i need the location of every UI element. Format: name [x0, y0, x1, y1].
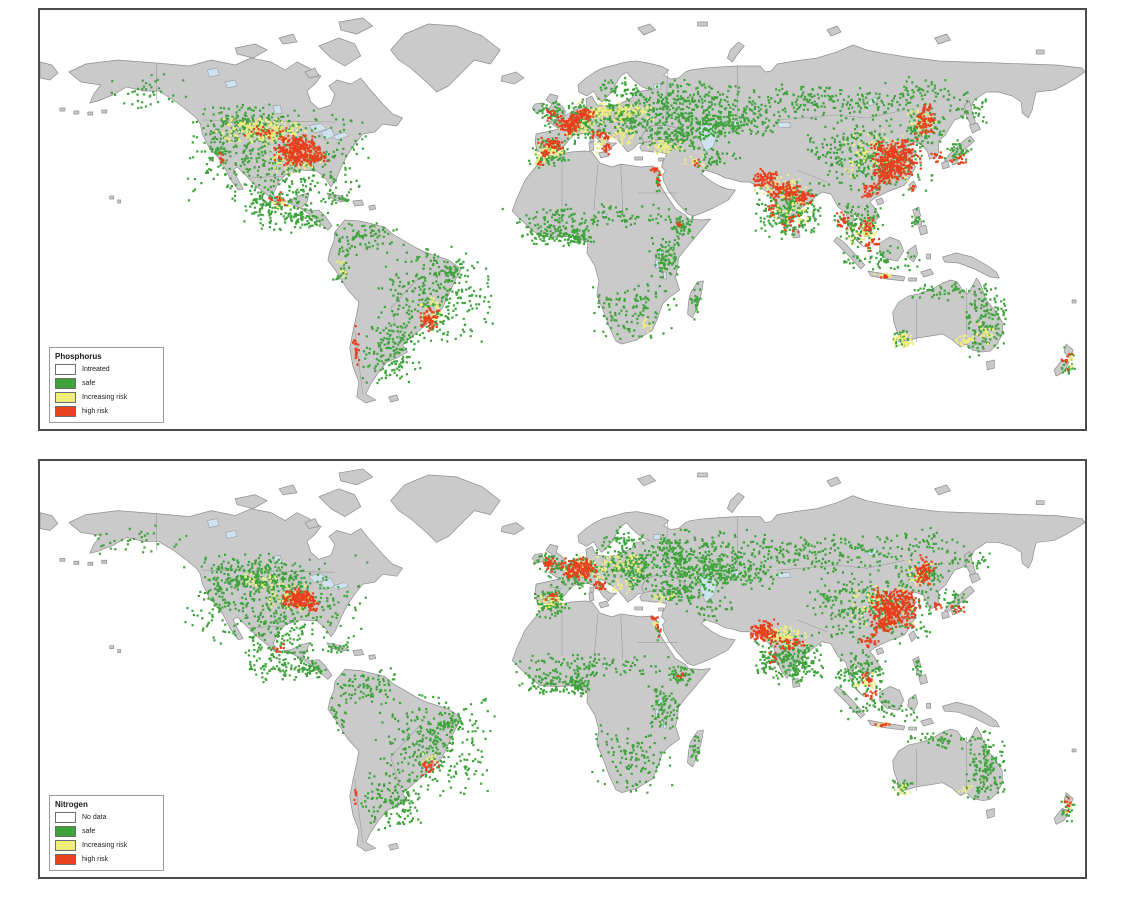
legend-label: Intreated — [82, 366, 110, 373]
landmass-shapes — [40, 468, 1085, 852]
legend-swatch-high-risk — [55, 406, 76, 417]
world-basemap — [40, 468, 1085, 852]
legend-item: Intreated — [55, 364, 151, 375]
legend-item: No data — [55, 812, 151, 823]
nitrogen-dots-safe — [94, 524, 1076, 831]
phosphorus-legend: Phosphorus Intreated safe Increasing ris… — [49, 347, 164, 423]
phosphorus-dots-increasing — [215, 102, 1074, 371]
legend-swatch-no-data — [55, 364, 76, 375]
legend-swatch-safe — [55, 826, 76, 837]
phosphorus-map-panel: Phosphorus Intreated safe Increasing ris… — [38, 8, 1087, 431]
phosphorus-world-map — [40, 17, 1085, 404]
legend-swatch-high-risk — [55, 854, 76, 865]
legend-title: Nitrogen — [55, 800, 88, 809]
legend-item: high risk — [55, 406, 151, 417]
legend-swatch-increasing-risk — [55, 392, 76, 403]
nitrogen-map-panel: Nitrogen No data safe Increasing risk hi… — [38, 459, 1087, 879]
legend-swatch-safe — [55, 378, 76, 389]
legend-label: Increasing risk — [82, 394, 128, 401]
legend-title: Phosphorus — [55, 352, 102, 361]
legend-item: Increasing risk — [55, 840, 151, 851]
country-borders — [156, 63, 967, 395]
legend-label: safe — [82, 380, 96, 387]
legend-item: high risk — [55, 854, 151, 865]
legend-label: high risk — [82, 408, 109, 415]
nitrogen-legend: Nitrogen No data safe Increasing risk hi… — [49, 795, 164, 871]
legend-item: safe — [55, 826, 151, 837]
legend-label: Increasing risk — [82, 842, 128, 849]
legend-item: Increasing risk — [55, 392, 151, 403]
legend-swatch-no-data — [55, 812, 76, 823]
legend-label: No data — [82, 814, 107, 821]
legend-label: safe — [82, 828, 96, 835]
legend-label: high risk — [82, 856, 109, 863]
nitrogen-world-map — [40, 468, 1085, 852]
legend-item: safe — [55, 378, 151, 389]
legend-swatch-increasing-risk — [55, 840, 76, 851]
